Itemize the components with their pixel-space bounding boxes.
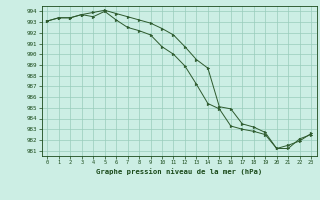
X-axis label: Graphe pression niveau de la mer (hPa): Graphe pression niveau de la mer (hPa) bbox=[96, 168, 262, 175]
